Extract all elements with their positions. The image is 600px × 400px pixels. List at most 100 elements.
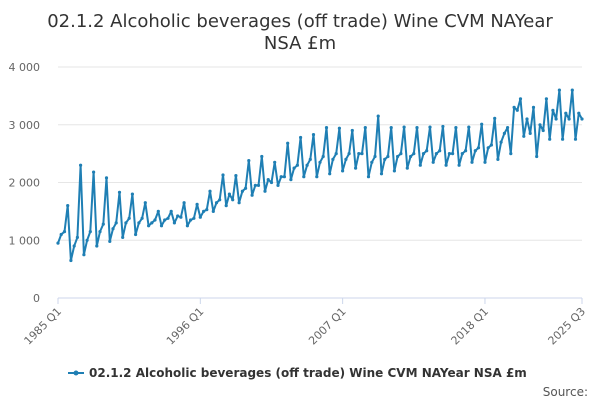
data-point[interactable] [360,152,364,156]
data-point[interactable] [166,216,170,220]
data-point[interactable] [62,230,67,234]
data-point[interactable] [137,221,141,225]
data-point[interactable] [370,160,374,164]
data-point[interactable] [299,135,303,140]
data-point[interactable] [244,186,248,190]
data-point[interactable] [373,154,377,159]
data-point[interactable] [108,239,112,243]
data-point[interactable] [438,149,442,153]
data-point[interactable] [409,154,413,159]
data-point[interactable] [140,216,144,220]
data-point[interactable] [425,149,429,153]
data-point[interactable] [451,152,455,156]
data-point[interactable] [185,224,189,228]
data-point[interactable] [544,97,549,101]
data-point[interactable] [489,143,493,147]
data-point[interactable] [282,175,286,179]
data-point[interactable] [256,183,261,187]
data-point[interactable] [121,235,125,239]
data-point[interactable] [496,157,500,161]
data-point[interactable] [92,170,96,174]
data-point[interactable] [218,198,222,202]
data-point[interactable] [392,169,396,173]
data-point[interactable] [101,222,105,226]
data-point[interactable] [211,209,215,213]
data-point[interactable] [447,152,451,156]
data-point[interactable] [308,157,312,161]
data-point[interactable] [321,154,325,159]
data-point[interactable] [163,218,167,222]
data-point[interactable] [69,258,73,263]
data-point[interactable] [421,152,426,156]
data-point[interactable] [85,238,89,242]
data-point[interactable] [286,141,290,145]
data-point[interactable] [260,154,264,159]
data-point[interactable] [72,244,76,248]
data-point[interactable] [418,163,422,167]
data-point[interactable] [169,209,173,213]
data-point[interactable] [82,253,86,257]
data-point[interactable] [515,108,519,112]
data-point[interactable] [156,209,160,213]
data-point[interactable] [522,134,526,138]
data-point[interactable] [415,126,419,130]
data-point[interactable] [454,126,458,130]
data-point[interactable] [386,154,390,159]
data-point[interactable] [130,192,134,196]
data-point[interactable] [541,128,545,133]
data-point[interactable] [548,137,552,141]
data-point[interactable] [124,221,128,225]
data-point[interactable] [66,204,70,208]
data-point[interactable] [337,126,341,130]
data-point[interactable] [114,221,118,225]
data-point[interactable] [347,152,351,156]
data-point[interactable] [561,137,565,141]
data-point[interactable] [250,193,254,197]
data-point[interactable] [289,178,293,182]
data-point[interactable] [506,126,510,130]
data-point[interactable] [150,221,154,225]
data-point[interactable] [441,124,445,129]
data-point[interactable] [176,214,180,218]
data-point[interactable] [350,128,354,133]
data-point[interactable] [104,176,109,180]
data-point[interactable] [525,117,529,121]
data-point[interactable] [273,160,277,164]
data-point[interactable] [172,221,176,225]
data-point[interactable] [538,123,542,127]
data-point[interactable] [237,201,241,205]
data-point[interactable] [179,215,183,219]
data-point[interactable] [341,169,345,173]
data-point[interactable] [324,126,329,130]
data-point[interactable] [56,241,60,245]
data-point[interactable] [567,117,571,121]
data-point[interactable] [483,160,487,164]
data-point[interactable] [182,201,186,205]
data-point[interactable] [551,108,555,112]
data-point[interactable] [383,157,387,161]
data-point[interactable] [470,160,474,164]
data-point[interactable] [480,122,484,126]
data-point[interactable] [231,198,235,202]
data-point[interactable] [486,146,490,150]
data-point[interactable] [224,204,228,208]
data-point[interactable] [402,125,406,129]
data-point[interactable] [434,152,438,156]
data-point[interactable] [59,232,63,237]
data-point[interactable] [315,175,319,179]
data-point[interactable] [195,202,199,206]
data-point[interactable] [363,126,367,130]
data-point[interactable] [357,152,361,156]
data-point[interactable] [493,116,497,120]
data-point[interactable] [460,152,464,156]
data-point[interactable] [396,154,400,159]
data-point[interactable] [331,157,335,161]
data-point[interactable] [266,178,270,182]
data-point[interactable] [570,88,574,92]
data-point[interactable] [344,157,348,161]
data-point[interactable] [412,152,416,156]
data-point[interactable] [98,230,102,234]
data-point[interactable] [247,159,251,163]
data-point[interactable] [276,183,280,187]
data-point[interactable] [499,140,503,144]
